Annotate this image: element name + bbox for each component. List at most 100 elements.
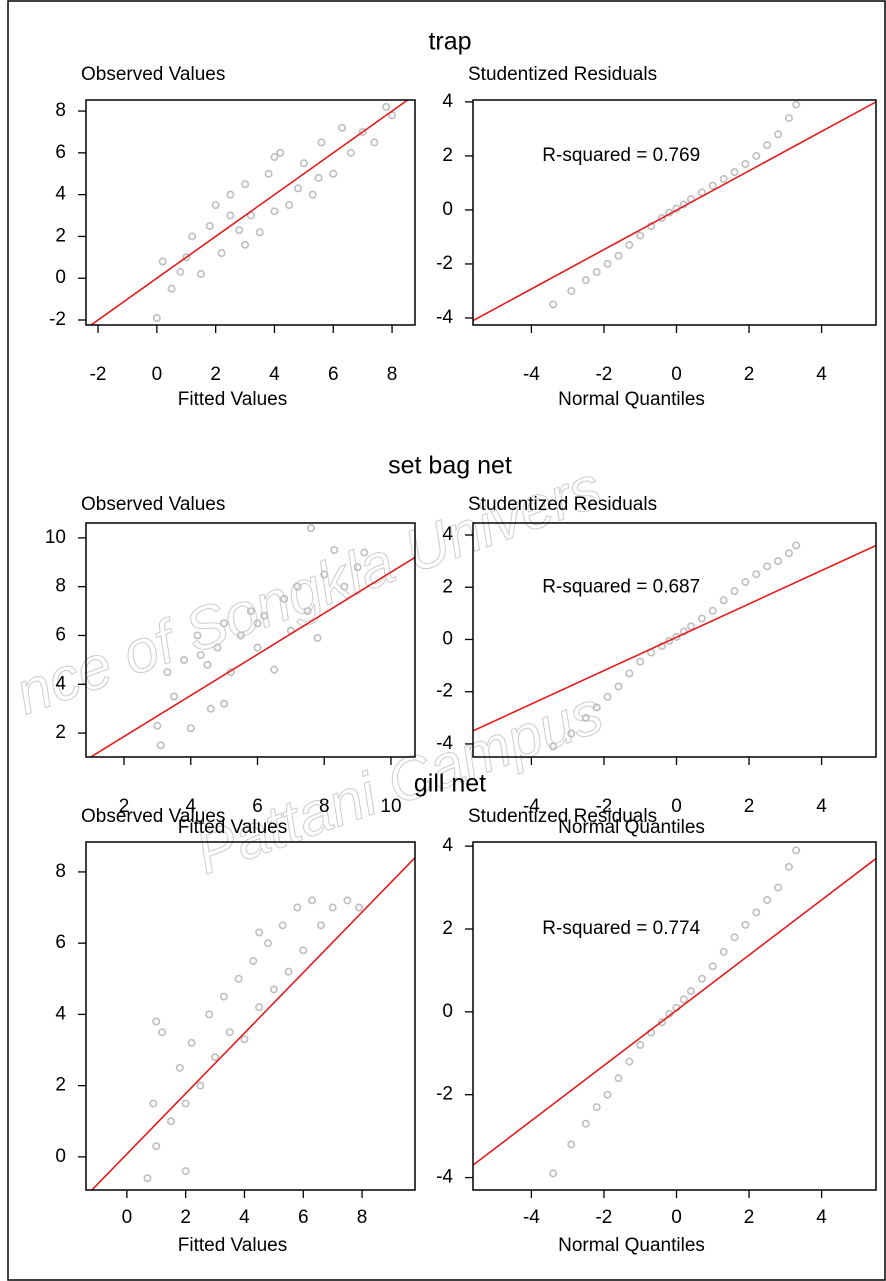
point: [276, 148, 285, 157]
x-tick-label: -2: [595, 364, 612, 385]
x-tick-label: 8: [357, 1207, 368, 1228]
point: [316, 921, 325, 930]
point: [313, 633, 322, 642]
point: [370, 138, 379, 147]
point: [774, 557, 783, 566]
x-tick-label: 4: [185, 796, 196, 817]
x-tick-label: 0: [671, 364, 682, 385]
point: [278, 921, 287, 930]
point: [314, 173, 323, 182]
plot-box: [472, 99, 877, 326]
point: [358, 127, 367, 136]
x-tick-label: 2: [744, 796, 755, 817]
x-tick-label: 0: [671, 1207, 682, 1228]
point: [143, 1174, 152, 1183]
point: [687, 987, 696, 996]
point: [320, 570, 329, 579]
point: [763, 562, 772, 571]
point: [741, 160, 750, 169]
x-tick-label: 4: [239, 1207, 250, 1228]
y-axis-label: Studentized Residuals: [468, 806, 657, 827]
annotation: R-squared = 0.774: [542, 918, 700, 939]
y-tick-label: 6: [55, 625, 66, 646]
point: [182, 253, 191, 262]
plot-box: [85, 99, 416, 326]
point: [181, 1099, 190, 1108]
point: [592, 268, 601, 277]
plot-box: [85, 841, 416, 1191]
point: [152, 1017, 161, 1026]
point: [156, 741, 165, 750]
point: [657, 214, 666, 223]
point: [219, 992, 228, 1001]
y-tick-label: 0: [442, 628, 453, 649]
point: [293, 582, 302, 591]
x-axis-label: Normal Quantiles: [558, 389, 705, 410]
x-axis-label: Fitted Values: [178, 389, 287, 410]
point: [752, 570, 761, 579]
x-tick-label: 2: [210, 364, 221, 385]
point: [730, 587, 739, 596]
y-tick-label: 0: [55, 267, 66, 288]
point: [303, 607, 312, 616]
point: [697, 974, 706, 983]
point: [253, 643, 262, 652]
point: [763, 141, 772, 150]
point: [549, 300, 558, 309]
point: [293, 184, 302, 193]
frame: [7, 0, 886, 1281]
x-tick-label: 4: [269, 364, 280, 385]
x-tick-label: -2: [595, 1207, 612, 1228]
point: [263, 939, 272, 948]
point: [166, 1117, 175, 1126]
x-tick-label: 6: [328, 364, 339, 385]
x-tick-label: -2: [90, 364, 107, 385]
x-axis-label: Normal Quantiles: [558, 817, 705, 838]
point: [255, 928, 264, 937]
point: [308, 896, 317, 905]
y-tick-label: 4: [442, 91, 453, 112]
point: [213, 643, 222, 652]
x-tick-label: 4: [816, 796, 827, 817]
point: [158, 257, 167, 266]
point: [180, 655, 189, 664]
point: [603, 692, 612, 701]
point: [220, 699, 229, 708]
point: [603, 259, 612, 268]
point: [625, 669, 634, 678]
y-tick-label: 4: [442, 835, 453, 856]
y-tick-label: 2: [442, 918, 453, 939]
x-tick-label: -2: [595, 796, 612, 817]
x-tick-label: 8: [387, 364, 398, 385]
point: [211, 201, 220, 210]
y-axis-label: Observed Values: [81, 494, 225, 515]
plot-box: [85, 522, 416, 758]
point: [340, 582, 349, 591]
point: [338, 123, 347, 132]
x-tick-label: 4: [816, 1207, 827, 1228]
x-tick-label: 0: [122, 1207, 133, 1228]
point: [181, 1167, 190, 1176]
y-tick-label: -2: [436, 1084, 453, 1105]
point: [687, 622, 696, 631]
point: [260, 611, 269, 620]
point: [784, 549, 793, 558]
point: [567, 1140, 576, 1149]
y-tick-label: 8: [55, 100, 66, 121]
point: [679, 995, 688, 1004]
point: [741, 578, 750, 587]
point: [240, 1035, 249, 1044]
point: [293, 903, 302, 912]
point: [167, 284, 176, 293]
point: [567, 729, 576, 738]
point: [241, 180, 250, 189]
plot-box: [472, 841, 877, 1191]
point: [697, 614, 706, 623]
point: [149, 1099, 158, 1108]
point: [308, 190, 317, 199]
y-tick-label: -4: [436, 307, 453, 328]
y-axis-label: Observed Values: [81, 64, 225, 85]
point: [255, 228, 264, 237]
x-tick-label: -4: [523, 1207, 540, 1228]
point: [549, 742, 558, 751]
